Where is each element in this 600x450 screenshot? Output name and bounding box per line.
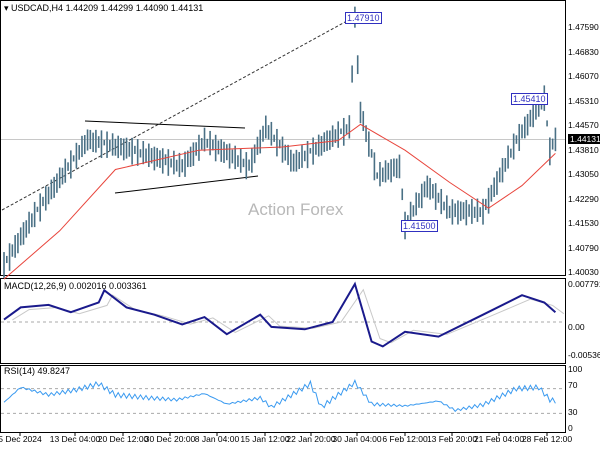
time-axis-label: 28 Feb 12:00 — [521, 434, 573, 444]
time-axis-label: 15 Jan 12:00 — [240, 434, 290, 444]
time-axis-label: 30 Dec 20:00 — [144, 434, 196, 444]
rsi-axis-100: 100 — [568, 364, 583, 374]
macd-line — [3, 281, 557, 348]
triangle-upper-line — [84, 120, 246, 129]
price-axis-label: 1.41530 — [568, 218, 599, 228]
rsi-axis-0: 0 — [568, 423, 573, 433]
time-axis-label: 13 Dec 04:00 — [49, 434, 101, 444]
macd-axis-min: -0.005367 — [568, 350, 600, 360]
time-axis-label: 20 Dec 12:00 — [97, 434, 149, 444]
price-axis-label: 1.46070 — [568, 71, 599, 81]
diagonal-trendline — [1, 15, 357, 211]
price-axis-label: 1.44570 — [568, 120, 599, 130]
rsi-panel — [0, 365, 566, 433]
rsi-title: RSI(14) 49.8247 — [4, 366, 71, 376]
price-axis-label: 1.40030 — [568, 267, 599, 277]
macd-panel — [0, 278, 566, 364]
time-axis-label: 6 Feb 12:00 — [382, 434, 428, 444]
low-label: 1.41500 — [401, 220, 438, 232]
rsi-axis-30: 30 — [568, 407, 578, 417]
time-axis-label: 8 Jan 04:00 — [194, 434, 240, 444]
time-axis-label: 13 Feb 20:00 — [426, 434, 478, 444]
price-axis-label: 1.45310 — [568, 95, 599, 106]
time-axis-label: 5 Dec 2024 — [0, 434, 42, 444]
time-axis-label: 21 Feb 04:00 — [473, 434, 525, 444]
triangle-lower-line — [114, 175, 259, 194]
macd-signal-line — [12, 288, 565, 344]
rsi-line — [3, 378, 556, 413]
time-axis-label: 22 Jan 20:00 — [286, 434, 336, 444]
recent-high-label: 1.45410 — [511, 93, 548, 105]
moving-average-line — [3, 123, 556, 280]
rsi-axis-70: 70 — [568, 380, 578, 390]
symbol-header: ▾ USDCAD,H4 1.44209 1.44299 1.44090 1.44… — [4, 3, 204, 13]
time-axis-label: 30 Jan 04:00 — [332, 434, 382, 444]
macd-axis-max: 0.007791 — [568, 279, 600, 289]
price-axis-label: 1.42290 — [568, 193, 599, 204]
price-axis-label: 1.47590 — [568, 22, 599, 32]
price-axis-label: 1.43050 — [568, 169, 599, 179]
watermark: Action Forex — [248, 200, 344, 219]
price-axis-label: 1.46830 — [568, 46, 599, 57]
main-panel — [0, 0, 566, 276]
high-label: 1.47910 — [345, 12, 382, 24]
price-axis-label: 1.43810 — [568, 144, 599, 155]
price-axis-label: 1.40790 — [568, 242, 599, 253]
macd-title: MACD(12,26,9) 0.002016 0.003361 — [4, 281, 147, 291]
current-price-tag: 1.44131 — [568, 134, 600, 144]
macd-axis-zero: 0.00 — [568, 322, 585, 332]
